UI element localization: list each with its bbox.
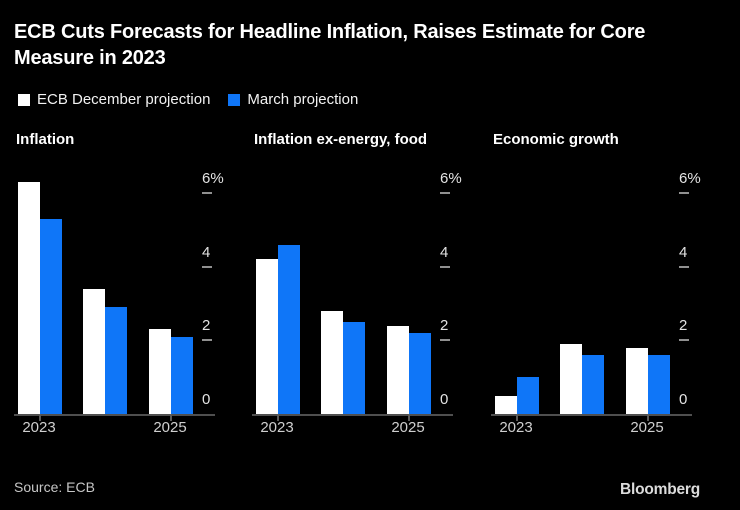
bar-march-2023 — [517, 377, 539, 414]
x-axis-tick — [170, 414, 172, 421]
y-axis-tick-label: 0 — [679, 391, 688, 408]
x-axis-label-2023: 2023 — [260, 419, 294, 436]
y-axis-tick-dash — [679, 339, 689, 342]
y-axis-tick-dash — [202, 339, 212, 342]
x-axis-label-2025: 2025 — [153, 419, 187, 436]
y-axis-tick-label: 2 — [440, 317, 449, 335]
y-axis-tick-dash — [440, 265, 450, 268]
y-axis-tick-label: 4 — [202, 243, 211, 261]
bar-december-2023 — [256, 259, 278, 414]
y-axis-tick-label: 2 — [202, 317, 211, 335]
y-axis-tick-label: 0 — [440, 391, 449, 408]
y-axis-tick-dash — [202, 192, 212, 195]
chart-headline: ECB Cuts Forecasts for Headline Inflatio… — [14, 21, 646, 69]
legend-item-march-projection: March projection — [228, 92, 358, 108]
y-axis-tick-label: 0 — [202, 391, 211, 408]
bar-december-2024 — [560, 344, 583, 414]
y-axis-tick-dash — [679, 192, 689, 195]
x-axis-label-2023: 2023 — [499, 419, 533, 436]
x-axis-tick — [408, 414, 410, 421]
y-axis-tick-label: 6% — [440, 170, 462, 188]
bar-december-2023 — [495, 395, 517, 414]
y-axis-tick-dash — [440, 339, 450, 342]
x-axis-tick — [516, 414, 518, 421]
bar-march-2024 — [582, 355, 605, 414]
legend-swatch-white-icon — [18, 94, 30, 106]
bar-march-2025 — [171, 336, 193, 414]
bar-march-2023 — [278, 244, 300, 414]
bloomberg-logo: Bloomberg — [619, 481, 700, 498]
legend-swatch-blue-icon — [228, 94, 241, 106]
x-axis-tick — [647, 414, 649, 421]
bar-december-2025 — [387, 325, 409, 414]
x-axis-line — [252, 414, 453, 416]
y-axis-tick-dash — [679, 265, 689, 268]
bar-december-2024 — [83, 288, 106, 414]
legend-label-december-projection: ECB December projection — [37, 91, 211, 108]
legend-item-december-projection: ECB December projection — [18, 92, 210, 108]
x-axis-line — [14, 414, 215, 416]
bar-december-2025 — [149, 329, 171, 414]
chart-panel-3: Economic growth 0 2 4 6% 2023 2025 — [491, 131, 717, 446]
bar-december-2023 — [18, 181, 40, 414]
x-axis-line — [491, 414, 692, 416]
x-axis-tick — [39, 414, 41, 421]
y-axis-tick-label: 2 — [679, 317, 688, 335]
x-axis-label-2025: 2025 — [391, 419, 425, 436]
bar-march-2025 — [648, 355, 670, 414]
chart-panel-2: Inflation ex-energy, food 0 2 4 6% 2023 2025 — [252, 131, 478, 446]
x-axis-label-2025: 2025 — [630, 419, 664, 436]
bar-march-2023 — [40, 218, 62, 414]
panel-title: Economic growth — [493, 131, 619, 148]
panel-title: Inflation ex-energy, food — [254, 131, 428, 148]
y-axis-tick-label: 4 — [440, 243, 449, 261]
bar-march-2024 — [105, 307, 128, 414]
legend-label-march-projection: March projection — [247, 91, 359, 108]
x-axis-label-2023: 2023 — [22, 419, 56, 436]
source-note: Source: ECB — [14, 479, 95, 495]
y-axis-tick-label: 6% — [679, 170, 701, 188]
bar-march-2024 — [343, 321, 366, 414]
y-axis-tick-dash — [440, 192, 450, 195]
chart-panel-1: Inflation 0 2 4 6% 2023 2025 — [14, 131, 240, 446]
x-axis-tick — [277, 414, 279, 421]
chart-legend: ECB December projection March projection — [18, 92, 358, 108]
y-axis-tick-label: 6% — [202, 170, 224, 188]
bar-march-2025 — [409, 332, 431, 414]
y-axis-tick-dash — [202, 265, 212, 268]
bar-december-2025 — [626, 347, 648, 414]
y-axis-tick-label: 4 — [679, 243, 688, 261]
bar-december-2024 — [321, 310, 344, 414]
panel-title: Inflation — [16, 131, 75, 148]
